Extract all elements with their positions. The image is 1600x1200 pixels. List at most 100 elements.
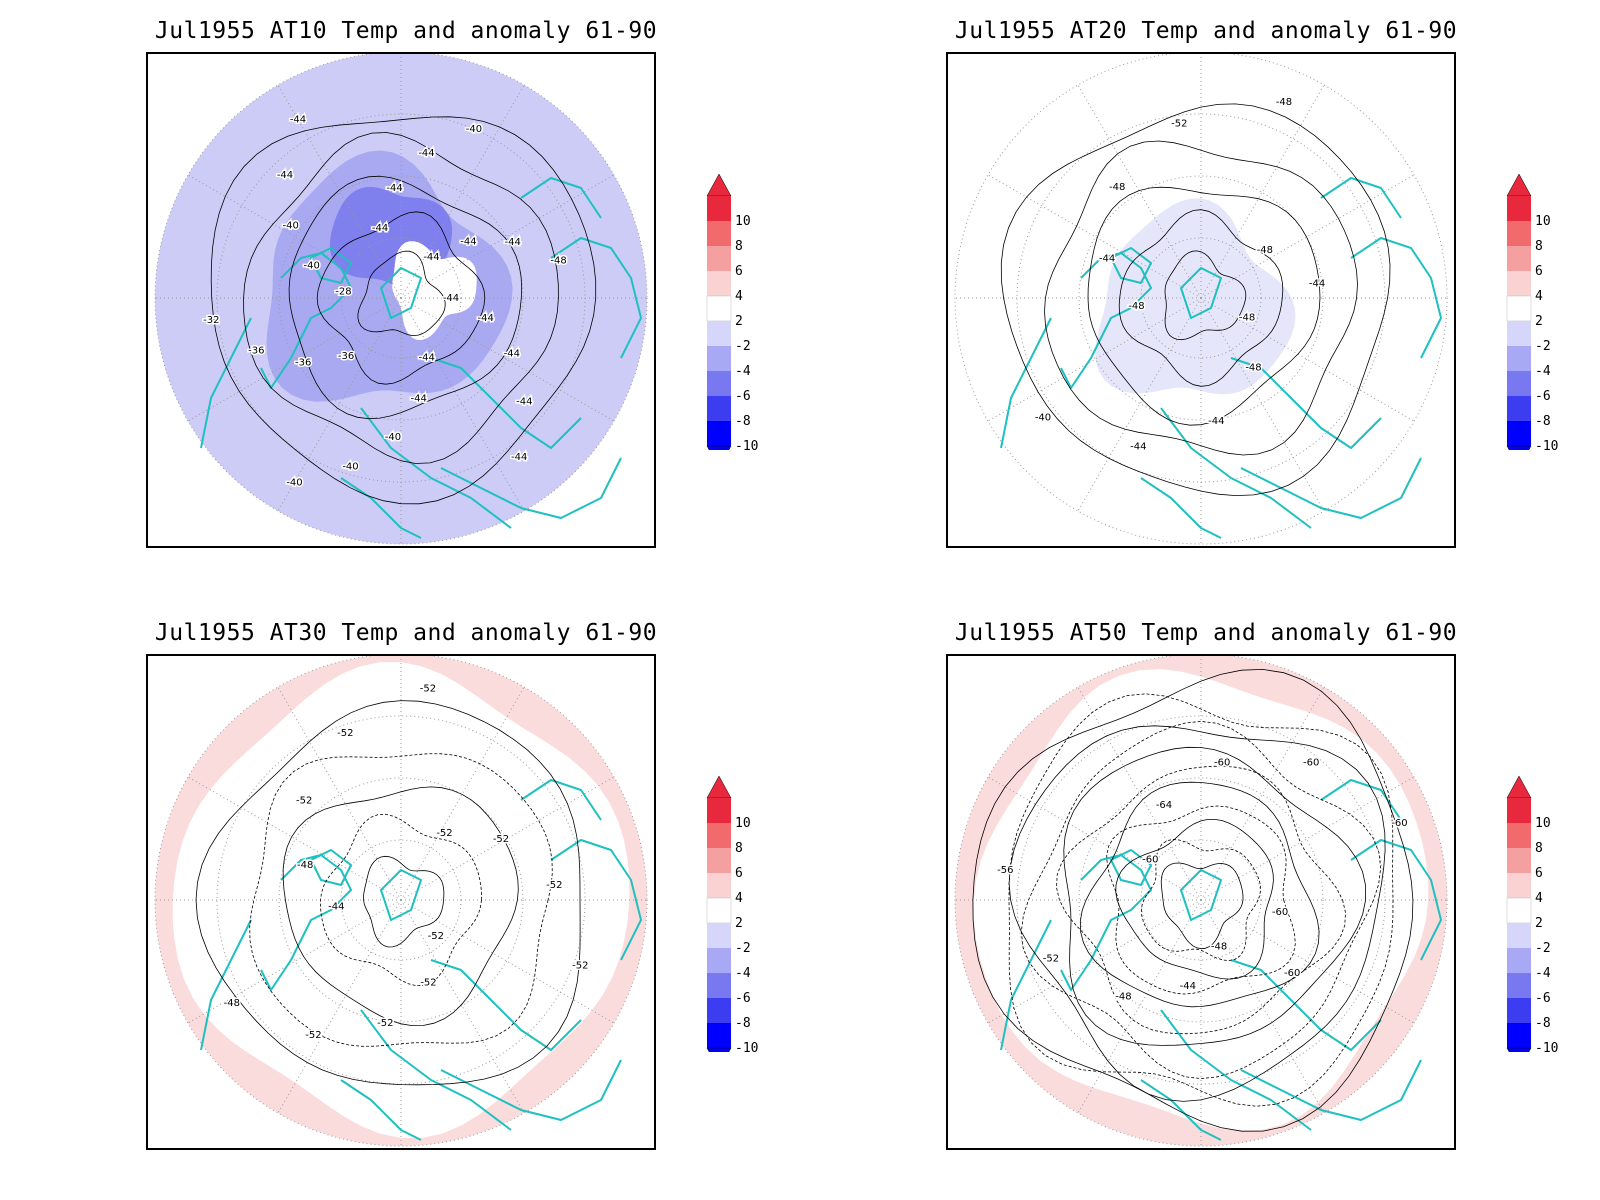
coastline (1060, 252, 1152, 389)
coastline (1140, 1079, 1222, 1141)
contour-label: -44 (460, 236, 476, 247)
colorbar-bottom-arrow (706, 1047, 732, 1052)
coastline (1230, 357, 1382, 449)
isotherm-contour (1106, 805, 1296, 995)
colorbar-cell (1507, 196, 1531, 221)
colorbar-cell (1506, 295, 1532, 322)
contour-label: -44 (478, 313, 494, 324)
map-svg: -44 -44 -44 -44 -44 -44 -44 -40 -40 -40 -36 -36 -36 -… (148, 54, 654, 546)
contour-label: -36 (248, 346, 264, 357)
isotherm-contour (316, 211, 486, 385)
contour-label: -52 (420, 978, 436, 989)
contour-label: -60 (1284, 968, 1300, 979)
isotherm-contour (320, 813, 482, 987)
colorbar-cell (1507, 271, 1531, 296)
colorbar-top-arrow (706, 776, 732, 799)
colorbar-cell (1507, 371, 1531, 396)
isotherm-contour (1140, 838, 1262, 962)
colorbar-cell (1507, 873, 1531, 898)
colorbar-label: 8 (735, 841, 743, 856)
colorbar-label: -6 (1535, 991, 1551, 1006)
longitude-gridline (1077, 686, 1202, 901)
equator-boundary (154, 54, 648, 545)
colorbar-label: -2 (1535, 941, 1551, 956)
contour-label: -32 (203, 315, 219, 326)
colorbar-label: -10 (1535, 1041, 1559, 1056)
coastline (1320, 177, 1402, 219)
contour-label: -44 (1309, 279, 1325, 290)
isotherm-contour (195, 700, 581, 1086)
colorbar-cell (1507, 1023, 1531, 1048)
coastline (340, 477, 422, 539)
coastline (1240, 457, 1422, 519)
colorbar-label: -8 (735, 414, 751, 429)
contour-label: -52 (420, 684, 436, 695)
colorbar-label: -8 (1535, 1016, 1551, 1031)
colorbar-cell (706, 295, 732, 322)
colorbar-cell (707, 1023, 731, 1048)
contour-label: -48 (550, 256, 566, 267)
colorbar-cell (706, 897, 732, 924)
polar-map: -52 -52 -52 -52 -48 -44 -48 -52 -52 -52 -52 -52 -52 -… (146, 654, 656, 1150)
colorbar-bottom-arrow (706, 445, 732, 450)
longitude-gridline (277, 84, 402, 299)
colorbar-cell (707, 196, 731, 221)
colorbar-svg (706, 174, 732, 450)
isotherm-contour (1000, 103, 1391, 497)
isotherm-contour (1020, 720, 1382, 1080)
colorbar-cell (1507, 221, 1531, 246)
longitude-gridline (187, 297, 402, 422)
colorbar-label: 6 (1535, 866, 1543, 881)
colorbar-svg (706, 776, 732, 1052)
longitude-gridline (400, 899, 525, 1114)
colorbar-svg (1506, 776, 1532, 1052)
equator-boundary (154, 656, 648, 1147)
colorbar-label: 6 (1535, 264, 1543, 279)
coastline (1060, 854, 1152, 991)
colorbar-cell (707, 221, 731, 246)
map-svg: -48 -44 -48 -52 -56 -60 -64 -60 -60 -60 -60 -60 (948, 656, 1454, 1148)
longitude-gridline (1200, 297, 1415, 422)
coastline (1000, 919, 1052, 1051)
colorbar-top-arrow (1506, 174, 1532, 197)
longitude-gridline (1200, 297, 1325, 512)
isotherm-contour (1087, 186, 1321, 426)
colorbar-cell (1507, 798, 1531, 823)
latitude-gridline (278, 175, 524, 421)
coastline (1230, 959, 1382, 1051)
contour-label: -44 (411, 394, 427, 405)
isotherm-contour (1079, 781, 1320, 1008)
isotherm-contour (249, 753, 553, 1047)
latitude-gridline (1078, 175, 1324, 421)
colorbar-cell (707, 973, 731, 998)
longitude-gridline (187, 899, 402, 1024)
longitude-gridline (400, 899, 615, 1024)
isotherm-contour (972, 668, 1414, 1132)
longitude-gridline (1200, 84, 1325, 299)
colorbar-label: -6 (735, 389, 751, 404)
contour-label: -52 (377, 1018, 393, 1029)
contour-label: -52 (493, 834, 509, 845)
colorbar-label: -6 (1535, 389, 1551, 404)
contour-label: -40 (304, 261, 320, 272)
colorbar-label: -10 (735, 439, 759, 454)
longitude-gridline (1200, 899, 1325, 1114)
coastline (550, 237, 642, 359)
contour-label: -28 (335, 286, 351, 297)
colorbar: 10 8 6 4 2 -2 -4 -6 -8 -10 (705, 174, 785, 474)
colorbar-label: 8 (1535, 841, 1543, 856)
colorbar-cell (707, 948, 731, 973)
colorbar-label: 8 (1535, 239, 1543, 254)
colorbar-cell (707, 246, 731, 271)
colorbar-label: 4 (735, 891, 743, 906)
contour-label: -44 (419, 353, 435, 364)
longitude-gridline (277, 686, 402, 901)
contour-label: -44 (277, 170, 293, 181)
coastlines (1000, 779, 1442, 1141)
contour-label: -48 (1128, 301, 1144, 312)
isotherm-contour (1044, 140, 1358, 456)
isotherm-contour (210, 116, 597, 505)
coastline (1140, 477, 1222, 539)
longitude-gridline (1077, 84, 1202, 299)
contour-label: -48 (297, 860, 313, 871)
